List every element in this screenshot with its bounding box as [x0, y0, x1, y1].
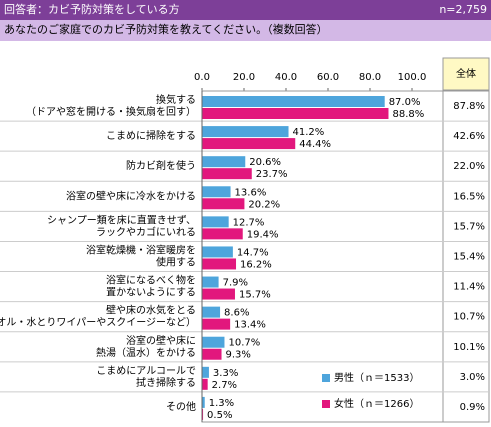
value-label: 23.7% — [256, 169, 288, 180]
value-label: 9.3% — [226, 350, 251, 361]
legend-swatch — [322, 374, 330, 382]
category-label: 浴室の壁や床に冷水をかける — [66, 189, 196, 202]
x-tick-label: 20.0 — [233, 72, 255, 83]
category-label: 壁や床の水気をとる — [106, 304, 196, 317]
category-label: 使用する — [156, 256, 196, 269]
category-label: 換気する — [156, 93, 196, 106]
category-label: こまめにアルコールで — [96, 365, 196, 377]
value-label: 10.7% — [228, 338, 260, 349]
category-label: 熱湯（温水）をかける — [96, 346, 196, 359]
total-value: 15.7% — [453, 221, 485, 232]
value-label: 13.4% — [234, 320, 266, 331]
header-title: 回答者：カビ予防対策をしている方 — [4, 2, 180, 16]
total-value: 0.9% — [460, 402, 485, 413]
bar — [202, 186, 231, 198]
total-header-box — [442, 57, 490, 91]
category-label: （タオル・水とりワイパーやスクイージーなど） — [0, 317, 196, 329]
legend-swatch — [322, 400, 330, 408]
total-value: 42.6% — [453, 131, 485, 142]
bar — [202, 396, 205, 408]
total-frame — [442, 90, 490, 423]
value-label: 1.3% — [209, 398, 234, 409]
value-label: 14.7% — [237, 247, 269, 258]
category-label: （ドアや窓を開ける・換気扇を回す） — [26, 105, 196, 118]
x-tick-label: 100.0 — [398, 72, 427, 83]
bar — [202, 408, 204, 420]
value-label: 20.2% — [248, 199, 280, 210]
value-label: 41.2% — [293, 127, 325, 138]
category-label: 浴室乾燥機・浴室暖房を — [86, 244, 196, 257]
bar — [202, 138, 296, 150]
total-value: 15.4% — [453, 252, 485, 263]
value-label: 15.7% — [239, 290, 271, 301]
value-label: 3.3% — [213, 368, 238, 379]
value-label: 0.5% — [207, 410, 232, 421]
question-bar — [0, 20, 491, 41]
x-tick-label: 0.0 — [194, 72, 210, 83]
total-value: 10.7% — [453, 312, 485, 323]
bar — [202, 258, 237, 270]
bar — [202, 126, 289, 138]
value-label: 8.6% — [224, 308, 249, 319]
value-label: 88.8% — [392, 109, 424, 120]
bar — [202, 378, 208, 390]
category-label: 置かないようにする — [106, 287, 196, 299]
bar — [202, 288, 235, 300]
value-label: 44.4% — [299, 139, 331, 150]
category-label: 浴室の壁や床に — [126, 334, 196, 347]
category-label: その他 — [166, 400, 196, 413]
total-value: 16.5% — [453, 191, 485, 202]
value-label: 87.0% — [389, 97, 421, 108]
total-value: 10.1% — [453, 342, 485, 353]
legend-label: 女性（ｎ＝1266） — [334, 397, 419, 410]
category-label: 浴室になるべく物を — [106, 274, 196, 287]
bar — [202, 108, 389, 119]
bar — [202, 96, 385, 107]
value-label: 13.6% — [235, 187, 267, 198]
question: あなたのご家庭でのカビ予防対策を教えてください。（複数回答） — [4, 22, 328, 36]
header-bar — [0, 0, 491, 20]
category-label: 拭き掃除する — [136, 376, 196, 389]
total-header: 全体 — [456, 67, 476, 80]
x-tick-label: 60.0 — [317, 72, 339, 83]
bar — [202, 318, 231, 330]
total-value: 22.0% — [453, 161, 485, 172]
bar — [202, 246, 233, 258]
bar — [202, 228, 243, 240]
value-label: 16.2% — [240, 259, 272, 270]
value-label: 20.6% — [249, 157, 281, 168]
legend-label: 男性（ｎ＝1533） — [334, 371, 419, 384]
x-tick-label: 40.0 — [275, 72, 297, 83]
bar — [202, 276, 219, 288]
bar — [202, 348, 222, 360]
value-label: 19.4% — [247, 229, 279, 240]
bar — [202, 306, 221, 318]
header-n: n=2,759 — [439, 3, 487, 16]
total-value: 11.4% — [453, 282, 485, 293]
bar — [202, 156, 246, 168]
category-label: 防カビ剤を使う — [126, 159, 196, 172]
total-value: 87.8% — [453, 101, 485, 112]
value-label: 2.7% — [212, 380, 237, 391]
bar — [202, 168, 252, 180]
bar — [202, 216, 229, 228]
value-label: 12.7% — [233, 217, 265, 228]
category-label: ラックやカゴにいれる — [96, 225, 196, 238]
total-value: 3.0% — [460, 372, 485, 383]
bar — [202, 198, 245, 210]
category-label: シャンプー類を床に直置きせず、 — [47, 213, 196, 226]
value-label: 7.9% — [223, 278, 248, 289]
category-label: こまめに掃除をする — [106, 129, 196, 142]
x-tick-label: 80.0 — [359, 72, 381, 83]
bar — [202, 336, 225, 348]
bar — [202, 366, 209, 378]
